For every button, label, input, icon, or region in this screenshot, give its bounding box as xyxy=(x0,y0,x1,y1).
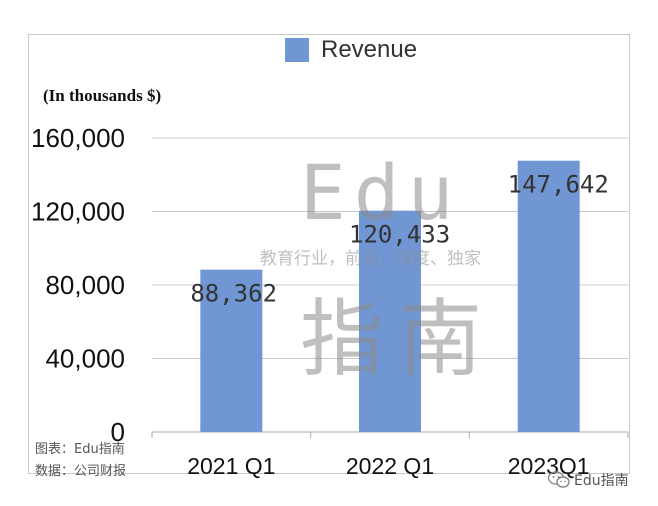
y-tick-label: 120,000 xyxy=(31,197,125,227)
y-tick-label: 0 xyxy=(111,417,125,447)
y-tick-label: 80,000 xyxy=(45,270,125,300)
data-label: 147,642 xyxy=(508,171,609,199)
watermark-tagline: 教育行业，前沿、深度、独家 xyxy=(260,249,481,269)
footnote-data-source: 数据：公司财报 xyxy=(35,464,127,479)
unit-note: (In thousands $) xyxy=(43,86,162,105)
watermark-edu: Edu xyxy=(300,148,462,237)
x-tick-label: 2022 Q1 xyxy=(346,453,434,479)
brand: Edu指南 xyxy=(547,470,629,490)
y-tick-label: 40,000 xyxy=(45,344,125,374)
legend: Revenue xyxy=(285,36,417,64)
legend-swatch xyxy=(285,38,309,62)
brand-label: Edu指南 xyxy=(574,473,629,489)
bar xyxy=(200,269,263,432)
data-label: 120,433 xyxy=(349,221,450,249)
bar xyxy=(359,210,421,432)
chart-frame xyxy=(28,34,630,474)
legend-label: Revenue xyxy=(321,36,418,63)
watermark-name: 指南 xyxy=(300,290,497,388)
wechat-icon xyxy=(547,471,570,489)
y-tick-label: 160,000 xyxy=(31,123,125,153)
data-label: 88,362 xyxy=(190,280,277,308)
x-tick-label: 2021 Q1 xyxy=(187,453,275,479)
x-tick-label: 2023Q1 xyxy=(508,453,590,479)
bar xyxy=(517,160,580,432)
footnote-chart-source: 图表：Edu指南 xyxy=(35,442,125,457)
